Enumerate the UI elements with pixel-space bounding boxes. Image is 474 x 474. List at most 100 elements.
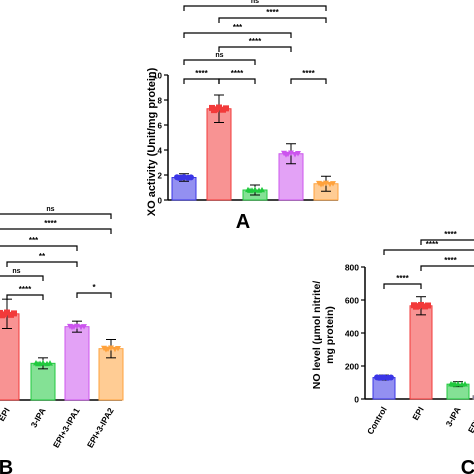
significance-label: **** <box>266 8 279 17</box>
significance-bracket <box>218 17 327 23</box>
panel-c-ylabel-line2: mg protein) <box>324 306 336 364</box>
data-point <box>413 303 419 310</box>
data-point <box>318 182 324 188</box>
significance-label: **** <box>231 69 244 78</box>
significance-bracket <box>0 275 44 281</box>
data-point <box>450 381 456 387</box>
significance-label: * <box>92 283 96 292</box>
data-point <box>108 345 114 351</box>
significance-bracket <box>0 213 112 219</box>
significance-label: *** <box>233 23 243 32</box>
data-point <box>462 381 468 387</box>
data-point <box>330 181 336 187</box>
significance-bracket <box>383 249 474 255</box>
y-tick-label: 4 <box>158 147 163 156</box>
y-tick-label: 0 <box>158 197 163 206</box>
data-point <box>115 345 121 352</box>
data-point <box>388 374 394 381</box>
significance-bracket <box>183 78 220 84</box>
significance-bracket <box>183 5 327 11</box>
significance-label: **** <box>444 256 457 265</box>
bar-EPI+3-IPA1 <box>278 153 304 201</box>
x-tick-label: EPI <box>410 405 426 422</box>
significance-bracket <box>183 32 292 38</box>
data-point <box>418 301 424 308</box>
significance-label: **** <box>302 69 315 78</box>
data-point <box>216 104 222 111</box>
significance-label: **** <box>195 69 208 78</box>
bar-EPI+3-IPA1 <box>64 326 90 401</box>
data-point <box>11 310 17 317</box>
y-tick-label: 600 <box>345 296 359 306</box>
y-tick-label: 2 <box>158 172 163 181</box>
panel-a-ylabel: XO activity (Unit/mg protein) <box>146 67 158 216</box>
significance-bracket <box>76 292 112 298</box>
data-point <box>47 360 53 366</box>
y-tick-label: 6 <box>158 122 163 131</box>
significance-label: ns <box>12 268 20 275</box>
data-point <box>223 105 229 112</box>
significance-label: **** <box>426 240 439 249</box>
data-point <box>176 174 182 181</box>
bar-EPI <box>0 313 20 401</box>
y-tick-label: 200 <box>345 362 359 372</box>
significance-bracket <box>0 228 112 234</box>
y-tick-label: 800 <box>345 263 359 273</box>
significance-bracket <box>218 78 256 84</box>
y-tick-label: 0 <box>354 395 359 405</box>
x-tick-label: 3-IPA <box>444 405 463 428</box>
x-tick-label: Control <box>365 405 389 436</box>
data-point <box>188 174 194 181</box>
significance-label: **** <box>396 274 409 283</box>
significance-bracket <box>383 283 422 289</box>
data-point <box>40 359 46 366</box>
data-point <box>252 186 258 192</box>
significance-bracket <box>218 46 292 52</box>
data-point <box>376 374 382 381</box>
significance-bracket <box>0 245 78 251</box>
data-point <box>4 309 10 316</box>
x-tick-label: EPI <box>0 406 12 423</box>
significance-label: ns <box>46 206 54 213</box>
significance-bracket <box>6 261 78 267</box>
data-point <box>283 152 289 158</box>
significance-label: **** <box>444 230 457 239</box>
significance-label: **** <box>249 37 262 46</box>
data-point <box>295 151 301 157</box>
y-tick-label: 10 <box>153 72 162 81</box>
x-tick-label: 3-IPA <box>29 406 48 429</box>
data-point <box>35 360 41 367</box>
panel-c-ylabel-line1: NO level (μmol nitrite/ <box>311 281 323 390</box>
bar-EPI <box>409 305 433 400</box>
significance-label: *** <box>29 236 39 245</box>
significance-bracket <box>290 78 327 84</box>
y-tick-label: 8 <box>158 97 163 106</box>
significance-bracket <box>183 59 256 65</box>
panel-c-no-chart: 0 200 400 600 800 Control EPI 3-IPA EPI+3-I **** *… <box>345 230 474 436</box>
panel-c-letter: C <box>461 457 474 474</box>
data-point <box>103 347 109 353</box>
x-tick-label: EPI+3-I <box>466 405 474 435</box>
significance-label: **** <box>44 219 57 228</box>
data-point <box>211 107 217 114</box>
significance-bracket <box>420 265 474 271</box>
data-point <box>81 324 87 330</box>
x-tick-label: EPI+3-IPA1 <box>51 406 82 450</box>
bar-Control <box>372 377 396 400</box>
panel-a-letter: A <box>236 211 250 233</box>
data-point <box>455 380 461 387</box>
significance-label: ns <box>251 0 259 5</box>
significance-label: ** <box>39 252 46 261</box>
x-tick-label: EPI+3-IPA2 <box>85 406 116 450</box>
data-point <box>288 150 294 156</box>
data-point <box>259 186 265 193</box>
panel-b-chart: EPI 3-IPA EPI+3-IPA1 EPI+3-IPA2****ns******… <box>0 206 124 450</box>
significance-bracket <box>420 239 474 245</box>
y-tick-label: 400 <box>345 329 359 339</box>
data-point <box>425 302 431 309</box>
data-point <box>247 187 253 193</box>
significance-label: ns <box>215 52 223 59</box>
significance-label: **** <box>19 285 32 294</box>
